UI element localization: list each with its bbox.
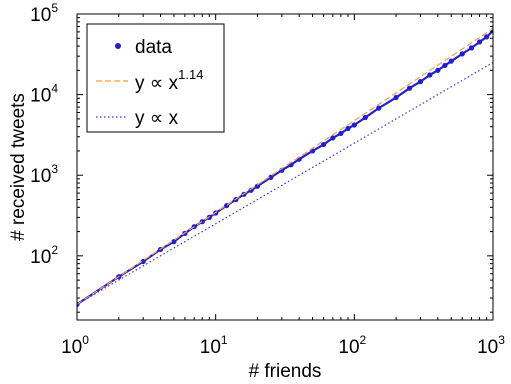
series-layer [77, 28, 493, 307]
linear-reference-line [77, 62, 493, 305]
legend-data-marker [115, 43, 121, 49]
x-tick-label: 100 [61, 333, 89, 358]
legend-linear-label: y ∝ x [135, 108, 179, 129]
data-point [254, 183, 261, 189]
fit-line-1-14 [77, 28, 493, 305]
x-tick-exponent: 0 [82, 333, 89, 347]
y-tick-base: 10 [30, 166, 51, 187]
ticks-layer [76, 13, 494, 320]
legend: data y ∝ x1.14 y ∝ x [86, 23, 225, 133]
y-tick-base: 10 [30, 247, 51, 268]
x-tick-label: 103 [477, 333, 505, 358]
data-point [376, 105, 382, 111]
y-tick-base: 10 [30, 5, 51, 26]
plot-frame [76, 13, 494, 321]
data-point [476, 39, 483, 45]
x-tick-base: 10 [338, 337, 359, 358]
data-point [393, 94, 399, 101]
y-tick-exponent: 5 [51, 1, 58, 15]
data-point [484, 34, 490, 40]
y-tick-label: 104 [30, 82, 58, 107]
legend-fit-exponent: 1.14 [178, 67, 203, 82]
data-point [442, 62, 448, 69]
legend-entry-data: data [115, 37, 172, 58]
data-point [468, 45, 475, 51]
x-tick-label: 101 [200, 333, 228, 358]
data-point [417, 79, 424, 85]
legend-fit-label: y ∝ x1.14 [135, 67, 203, 94]
data-point [459, 51, 465, 57]
x-tick-label: 102 [338, 333, 366, 358]
y-tick-exponent: 3 [51, 162, 58, 176]
data-point [435, 67, 441, 73]
data-point [330, 135, 336, 141]
legend-entry-linear: y ∝ x [96, 108, 179, 129]
x-tick-exponent: 1 [221, 333, 228, 347]
data-point [140, 258, 146, 265]
data-point [448, 58, 454, 64]
legend-fit-text: y ∝ x [135, 73, 179, 94]
y-tick-label: 103 [30, 162, 58, 187]
y-tick-exponent: 4 [51, 82, 58, 96]
y-tick-base: 10 [30, 86, 51, 107]
data-point [338, 130, 344, 137]
data-point [268, 174, 274, 180]
y-axis-label: # received tweets [8, 93, 29, 241]
data-point [406, 85, 413, 91]
x-tick-exponent: 2 [360, 333, 367, 347]
data-point [248, 187, 254, 193]
plot-area [77, 28, 493, 307]
x-tick-base: 10 [477, 337, 498, 358]
x-tick-base: 10 [200, 337, 221, 358]
data-point [345, 125, 351, 132]
y-tick-label: 105 [30, 1, 58, 26]
legend-data-label: data [135, 37, 172, 58]
legend-box [86, 23, 225, 133]
x-axis-label: # friends [249, 361, 322, 382]
data-point [427, 72, 433, 78]
data-point [362, 114, 368, 121]
y-tick-exponent: 2 [51, 243, 58, 257]
data-point [171, 239, 177, 245]
data-point [320, 141, 327, 148]
y-tick-label: 102 [30, 243, 58, 268]
data-point [351, 122, 357, 128]
x-tick-exponent: 3 [498, 333, 505, 347]
x-tick-base: 10 [61, 337, 82, 358]
data-point [199, 219, 205, 225]
legend-entry-fit: y ∝ x1.14 [96, 67, 203, 94]
